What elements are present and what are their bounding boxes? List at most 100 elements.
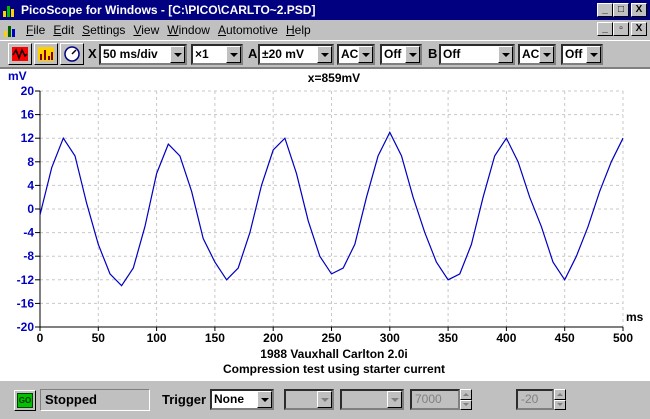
x-axis-label: X [88, 46, 97, 61]
x-tick-label: 500 [613, 331, 633, 345]
channel-a-coupling-value: AC [341, 47, 358, 61]
channel-a-option-select[interactable]: Off [380, 44, 422, 65]
scope-view-button[interactable] [8, 43, 32, 65]
y-tick-label: -8 [23, 249, 34, 263]
y-tick-label: -4 [23, 226, 34, 240]
run-status-text: Stopped [40, 389, 150, 411]
chevron-up-icon[interactable] [554, 389, 566, 400]
y-tick-label: 12 [21, 131, 35, 145]
status-bar: GO Stopped Trigger None 7000 -20 [0, 380, 650, 419]
menu-settings[interactable]: Settings [82, 22, 126, 37]
menu-window[interactable]: Window [167, 22, 210, 37]
y-tick-label: -16 [17, 296, 35, 310]
spectrum-view-button[interactable] [34, 43, 58, 65]
threshold-value[interactable]: 7000 [410, 389, 460, 410]
chevron-down-icon[interactable] [317, 46, 332, 63]
chevron-down-icon[interactable] [554, 399, 566, 410]
go-icon: GO [17, 393, 33, 408]
threshold-spinner[interactable]: 7000 [410, 389, 472, 410]
meter-icon [64, 46, 80, 62]
chevron-down-icon[interactable] [405, 46, 420, 63]
picoscope-app-icon[interactable] [3, 3, 17, 17]
y-tick-label: 20 [21, 84, 35, 98]
chevron-down-icon[interactable] [317, 391, 332, 408]
channel-a-range-value: ±20 mV [262, 47, 304, 61]
channel-b-range-select[interactable]: Off [439, 44, 515, 65]
menu-edit[interactable]: Edit [53, 22, 75, 37]
channel-b-coupling-select[interactable]: AC [518, 44, 556, 65]
channel-b-coupling-value: AC [522, 47, 539, 61]
x-tick-label: 400 [496, 331, 516, 345]
cursor-readout: x=859mV [308, 71, 360, 85]
y-tick-label: -12 [17, 273, 35, 287]
x-tick-label: 200 [263, 331, 283, 345]
spectrum-icon [38, 47, 54, 61]
trigger-direction-select[interactable] [340, 389, 404, 410]
channel-a-label: A [248, 46, 258, 61]
menu-automotive[interactable]: Automotive [217, 22, 278, 37]
scope-plot-area[interactable]: -20 -16 -12 -8 -4 0 4 8 12 16 20 0 50 100 150 200 250 300… [0, 68, 650, 381]
document-icon[interactable] [4, 23, 18, 37]
delay-spinner[interactable]: -20 [516, 389, 566, 410]
child-minimize-button[interactable]: _ [597, 22, 613, 36]
title-bar: PicoScope for Windows - [C:\PICO\CARLTO~… [0, 0, 650, 20]
child-close-button[interactable]: X [631, 22, 647, 36]
y-tick-label: 16 [21, 108, 35, 122]
timebase-select[interactable]: 50 ms/div [99, 44, 187, 65]
trigger-source-value [286, 391, 317, 408]
chevron-down-icon[interactable] [498, 46, 513, 63]
chevron-down-icon[interactable] [170, 46, 185, 63]
y-tick-label: 8 [27, 155, 34, 169]
chevron-down-icon[interactable] [226, 46, 241, 63]
channel-b-option-value: Off [565, 47, 583, 61]
x-tick-label: 450 [555, 331, 575, 345]
minimize-button[interactable]: _ [597, 3, 613, 17]
x-unit-label: ms [626, 310, 644, 324]
menu-file[interactable]: File [26, 22, 46, 37]
chevron-down-icon[interactable] [358, 46, 373, 63]
menu-bar: File Edit Settings View Window Automotiv… [0, 20, 650, 39]
caption-line-1: 1988 Vauxhall Carlton 2.0i [260, 347, 407, 361]
y-tick-label: -20 [17, 320, 35, 334]
window-title: PicoScope for Windows - [C:\PICO\CARLTO~… [21, 3, 316, 17]
multiplier-select[interactable]: ×1 [191, 44, 243, 65]
scope-icon [12, 47, 28, 61]
meter-view-button[interactable] [60, 43, 84, 65]
y-tick-label: 0 [27, 202, 34, 216]
delay-value[interactable]: -20 [516, 389, 554, 410]
chevron-down-icon[interactable] [586, 46, 601, 63]
go-button[interactable]: GO [14, 390, 36, 411]
signal-trace [39, 130, 624, 287]
caption-line-2: Compression test using starter current [223, 362, 445, 376]
channel-b-range-value: Off [443, 47, 461, 61]
menu-view[interactable]: View [133, 22, 160, 37]
x-tick-label: 0 [37, 331, 44, 345]
child-restore-button[interactable]: ▫ [613, 22, 629, 36]
x-tick-label: 300 [380, 331, 400, 345]
channel-b-option-select[interactable]: Off [561, 44, 603, 65]
channel-a-range-select[interactable]: ±20 mV [258, 44, 334, 65]
trigger-label: Trigger [162, 392, 207, 407]
x-tick-label: 100 [147, 331, 167, 345]
maximize-button[interactable]: □ [613, 3, 629, 17]
chevron-down-icon[interactable] [387, 391, 402, 408]
chevron-down-icon[interactable] [257, 391, 272, 408]
channel-b-label: B [428, 46, 438, 61]
y-tick-label: 4 [27, 178, 34, 192]
channel-a-coupling-select[interactable]: AC [337, 44, 375, 65]
chevron-down-icon[interactable] [460, 399, 472, 410]
x-tick-label: 150 [205, 331, 225, 345]
trigger-source-select[interactable] [284, 389, 334, 410]
menu-help[interactable]: Help [285, 22, 311, 37]
y-unit-label: mV [8, 69, 27, 83]
close-button[interactable]: X [631, 3, 647, 17]
chevron-down-icon[interactable] [539, 46, 554, 63]
chevron-up-icon[interactable] [460, 389, 472, 400]
trigger-direction-value [342, 391, 387, 408]
channel-a-option-value: Off [384, 47, 402, 61]
x-tick-label: 250 [321, 331, 341, 345]
toolbar: X 50 ms/div ×1 A ±20 mV AC Off B Off AC … [0, 40, 650, 68]
trigger-mode-select[interactable]: None [210, 389, 274, 410]
timebase-value: 50 ms/div [103, 47, 158, 61]
